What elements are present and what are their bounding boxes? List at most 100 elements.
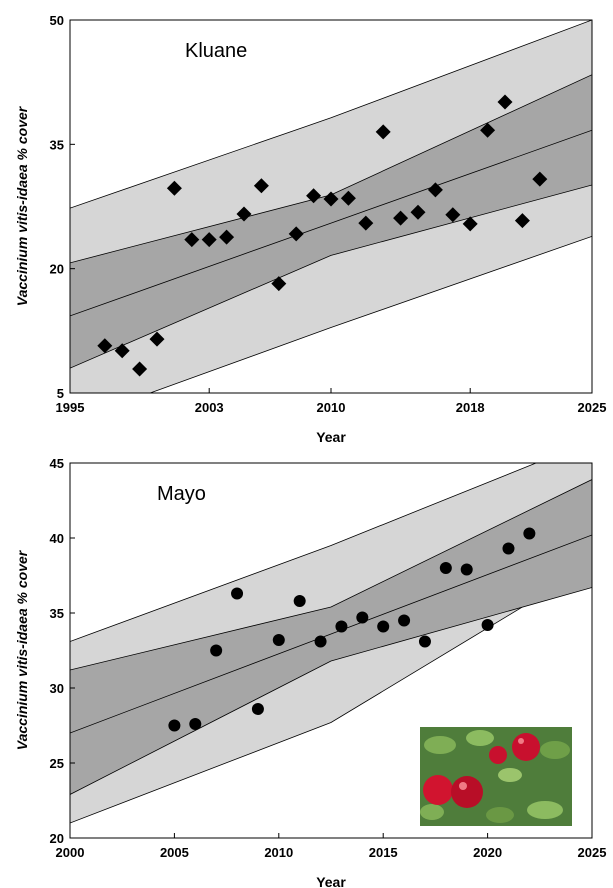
confidence-band-lower: [70, 184, 592, 369]
y-tick-label: 30: [50, 681, 64, 696]
data-point: [201, 232, 217, 248]
prediction-band-upper: [70, 20, 592, 209]
x-tick-label: 2018: [456, 400, 485, 415]
y-tick-label: 40: [50, 531, 64, 546]
confidence-band-area: [70, 74, 592, 369]
leaf: [527, 801, 563, 819]
data-point: [288, 226, 304, 242]
data-point: [189, 718, 202, 730]
x-tick-label: 2003: [195, 400, 224, 415]
fit-line: [70, 534, 592, 734]
data-point: [272, 634, 285, 646]
prediction-band-lower: [148, 235, 592, 393]
data-point: [523, 527, 536, 540]
data-point: [532, 171, 548, 187]
data-point: [335, 620, 348, 633]
berry-highlight: [459, 782, 467, 790]
x-tick-label: 2010: [317, 400, 346, 415]
data-point: [168, 719, 181, 732]
data-point: [132, 361, 148, 377]
data-point: [377, 620, 390, 633]
berry: [512, 733, 540, 761]
confidence-band-area: [70, 479, 592, 795]
leaf: [498, 768, 522, 782]
data-point: [356, 611, 369, 624]
data-point: [418, 635, 431, 648]
y-tick-label: 35: [50, 606, 64, 621]
data-point: [251, 703, 264, 715]
data-point: [480, 122, 496, 138]
data-point: [340, 190, 356, 206]
data-point: [439, 562, 452, 574]
y-tick-label: 35: [50, 137, 64, 152]
x-axis-label: Year: [316, 429, 346, 445]
leaf: [540, 741, 570, 759]
data-point: [410, 204, 426, 220]
y-tick-label: 20: [50, 831, 64, 846]
panel-title: Kluane: [185, 40, 247, 62]
prediction-band-upper: [70, 463, 538, 642]
data-point: [184, 232, 200, 248]
data-point: [481, 619, 494, 631]
leaf: [420, 804, 444, 820]
plot: 1995 2003 2010 2018 2025 5 20 35 50 Kluane Year Vac…: [14, 13, 606, 445]
data-point: [210, 644, 223, 657]
prediction-band-lower: [70, 564, 592, 824]
data-point: [375, 124, 391, 140]
data-point: [323, 191, 339, 207]
data-point: [293, 595, 306, 607]
data-point: [393, 210, 409, 226]
y-tick-label: 50: [50, 13, 64, 28]
x-tick-label: 2010: [264, 845, 293, 860]
berry: [451, 776, 483, 808]
leaf: [486, 807, 514, 823]
x-tick-label: 1995: [56, 400, 85, 415]
confidence-band-lower: [70, 587, 592, 795]
x-tick-label: 2000: [56, 845, 85, 860]
data-point: [231, 587, 244, 600]
plot: 2000 2005 2010 2015 2020 2025202530354045Mayo…: [14, 456, 607, 888]
x-tick-label: 2015: [369, 845, 398, 860]
data-point: [271, 276, 287, 292]
data-point: [253, 178, 269, 194]
y-axis-label: Vaccinium vitis-idaea % cover: [14, 549, 30, 750]
data-point: [166, 180, 182, 196]
panel-title: Mayo: [157, 483, 206, 505]
data-point: [236, 206, 252, 222]
fit-line: [70, 129, 592, 317]
y-tick-label: 5: [57, 386, 64, 401]
x-tick-label: 2020: [473, 845, 502, 860]
leaf: [466, 730, 494, 746]
data-point: [358, 215, 374, 231]
data-point: [219, 229, 235, 245]
cranberry-photo: [420, 727, 572, 826]
data-point: [462, 216, 478, 232]
plot-area: [70, 20, 592, 393]
data-point: [314, 635, 327, 648]
x-tick-label: 2025: [578, 845, 607, 860]
y-tick-label: 20: [50, 262, 64, 277]
data-point: [460, 563, 473, 576]
berry: [489, 746, 507, 764]
y-axis-label: Vaccinium vitis-idaea % cover: [14, 105, 30, 306]
data-point: [514, 213, 530, 229]
y-tick-label: 45: [50, 456, 64, 471]
data-point: [427, 182, 443, 198]
data-point: [445, 207, 461, 223]
data-point: [497, 94, 513, 110]
confidence-band-upper: [70, 479, 592, 671]
x-tick-label: 2025: [578, 400, 607, 415]
plot-frame: [69, 462, 593, 839]
data-point: [502, 542, 515, 555]
x-tick-label: 2005: [160, 845, 189, 860]
plots: 1995 2003 2010 2018 20255203550KluaneYearVac…: [14, 13, 606, 888]
leaf: [424, 736, 456, 754]
data-point: [114, 343, 130, 359]
data-point: [97, 338, 113, 354]
plot-area: [70, 463, 592, 838]
x-axis-label: Year: [316, 874, 346, 888]
berry: [423, 775, 453, 805]
y-tick-label: 25: [50, 756, 64, 771]
